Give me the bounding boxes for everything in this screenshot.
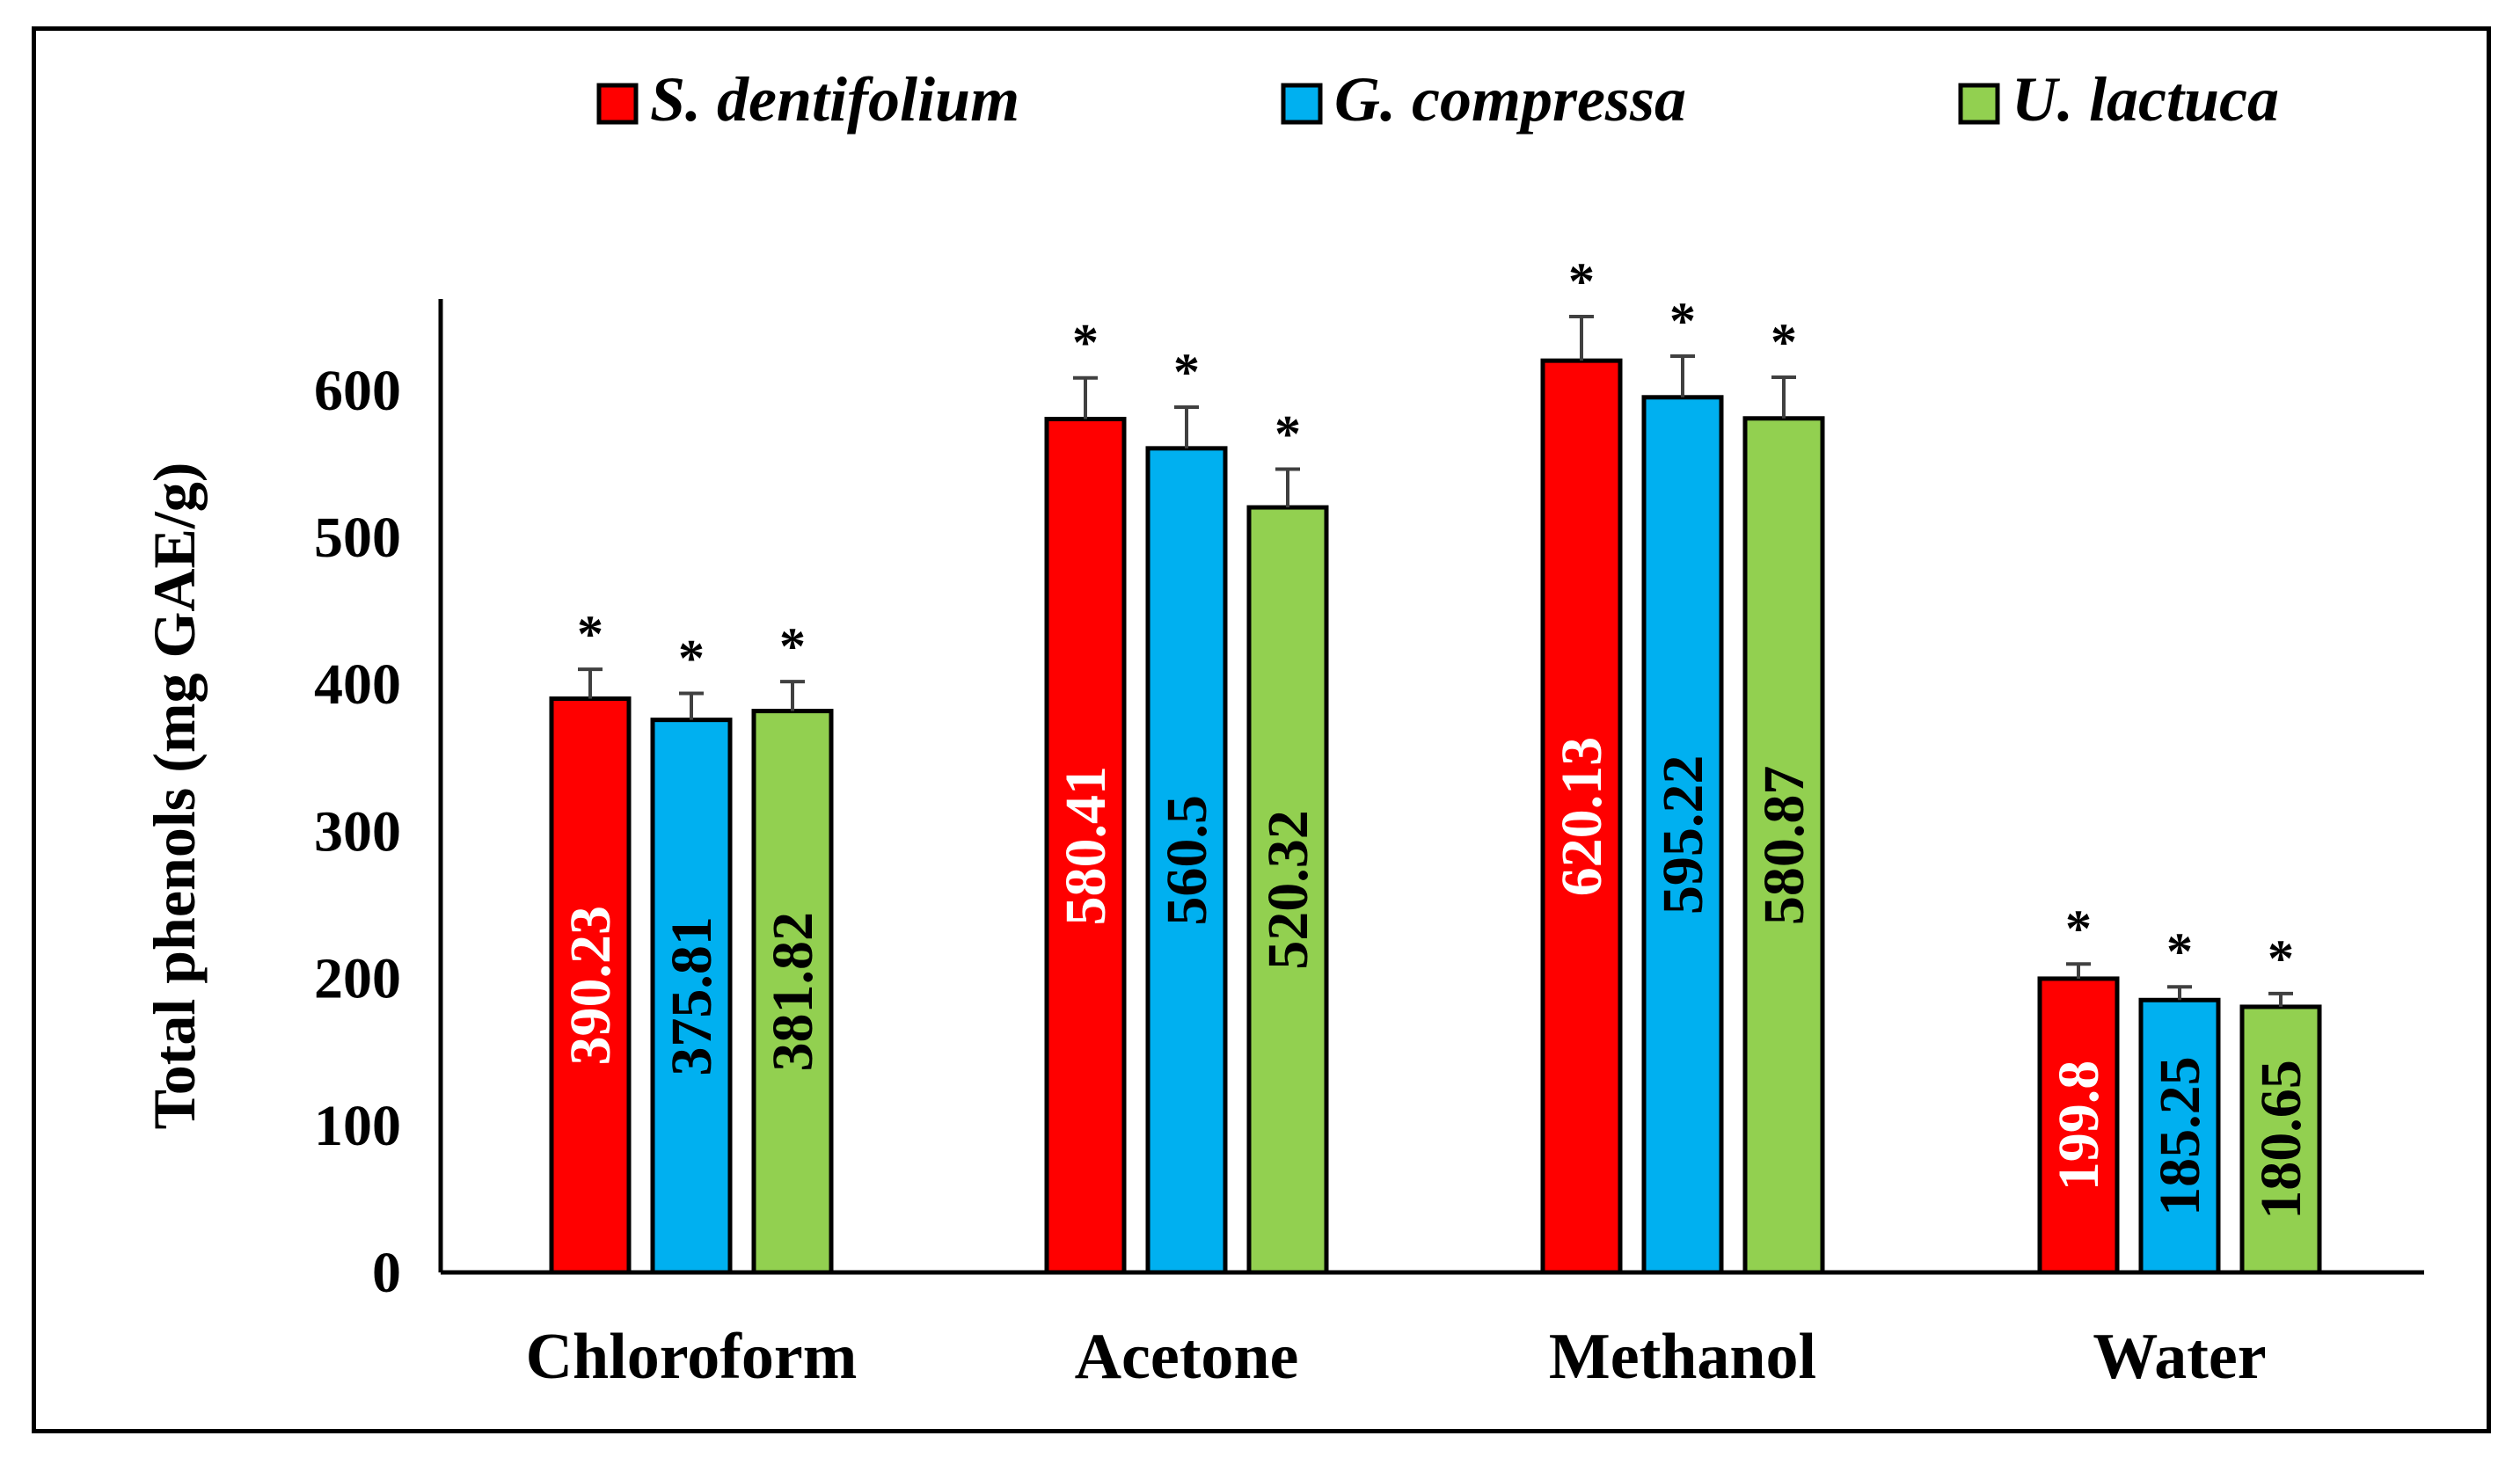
bars-layer: * 390.23 * 375.81 * 381.82 * 580.41 * 560.5 * 520.3… bbox=[549, 252, 2322, 1275]
y-tick-label: 0 bbox=[372, 1241, 401, 1305]
significance-marker: * bbox=[577, 605, 603, 663]
significance-marker: * bbox=[1771, 313, 1797, 371]
x-axis: Chloroform Acetone Methanol Water bbox=[441, 1270, 2424, 1393]
y-tick-label: 600 bbox=[314, 359, 401, 423]
y-tick-label: 300 bbox=[314, 799, 401, 864]
legend-item: S. dentifolium bbox=[596, 64, 1019, 135]
data-label: 199.8 bbox=[2047, 1060, 2111, 1192]
legend-item: G. compressa bbox=[1281, 64, 1686, 135]
y-tick-label: 200 bbox=[314, 947, 401, 1011]
significance-marker: * bbox=[2065, 900, 2092, 958]
legend: S. dentifolium G. compressa U. lactuca bbox=[596, 64, 2279, 135]
data-label: 180.65 bbox=[2249, 1060, 2313, 1220]
data-label: 381.82 bbox=[761, 912, 825, 1072]
figure-frame: S. dentifolium G. compressa U. lactuca 0 10… bbox=[32, 26, 2491, 1433]
legend-swatch bbox=[1281, 83, 1323, 125]
x-tick-label: Water bbox=[2093, 1321, 2266, 1393]
significance-marker: * bbox=[1669, 292, 1696, 350]
bar bbox=[1742, 416, 1825, 1275]
y-axis-label: Total phenols (mg GAE/g) bbox=[141, 463, 208, 1130]
significance-marker: * bbox=[2166, 922, 2193, 980]
significance-marker: * bbox=[2268, 929, 2294, 988]
legend-label: U. lactuca bbox=[2012, 64, 2279, 135]
data-label: 520.32 bbox=[1256, 810, 1320, 970]
significance-marker: * bbox=[1173, 343, 1200, 401]
y-axis: 0 100 200 300 400 500 600 bbox=[314, 299, 443, 1305]
data-label: 580.41 bbox=[1054, 766, 1118, 926]
significance-marker: * bbox=[1568, 252, 1595, 310]
significance-marker: * bbox=[1275, 405, 1301, 463]
data-label: 620.13 bbox=[1550, 737, 1614, 897]
data-label: 560.5 bbox=[1155, 795, 1219, 926]
data-label: 185.25 bbox=[2148, 1056, 2212, 1216]
data-label: 390.23 bbox=[559, 906, 623, 1066]
legend-label: G. compressa bbox=[1334, 64, 1686, 135]
data-label: 595.22 bbox=[1651, 755, 1715, 915]
legend-swatch bbox=[596, 83, 639, 125]
x-tick-label: Chloroform bbox=[526, 1321, 858, 1393]
bar-chart: S. dentifolium G. compressa U. lactuca 0 10… bbox=[141, 64, 2424, 1393]
bar bbox=[1641, 395, 1724, 1275]
legend-item: U. lactuca bbox=[1958, 64, 2279, 135]
x-tick-label: Acetone bbox=[1075, 1321, 1299, 1393]
x-tick-label: Methanol bbox=[1549, 1321, 1816, 1393]
y-tick-label: 100 bbox=[314, 1094, 401, 1158]
y-tick-label: 500 bbox=[314, 506, 401, 570]
bar bbox=[1540, 358, 1623, 1275]
y-tick-label: 400 bbox=[314, 652, 401, 717]
significance-marker: * bbox=[678, 630, 705, 688]
data-label: 580.87 bbox=[1752, 766, 1816, 926]
legend-label: S. dentifolium bbox=[650, 64, 1019, 135]
data-label: 375.81 bbox=[660, 916, 724, 1076]
legend-swatch bbox=[1958, 83, 2000, 125]
significance-marker: * bbox=[1072, 314, 1099, 372]
significance-marker: * bbox=[779, 617, 806, 675]
bar bbox=[2037, 976, 2120, 1275]
